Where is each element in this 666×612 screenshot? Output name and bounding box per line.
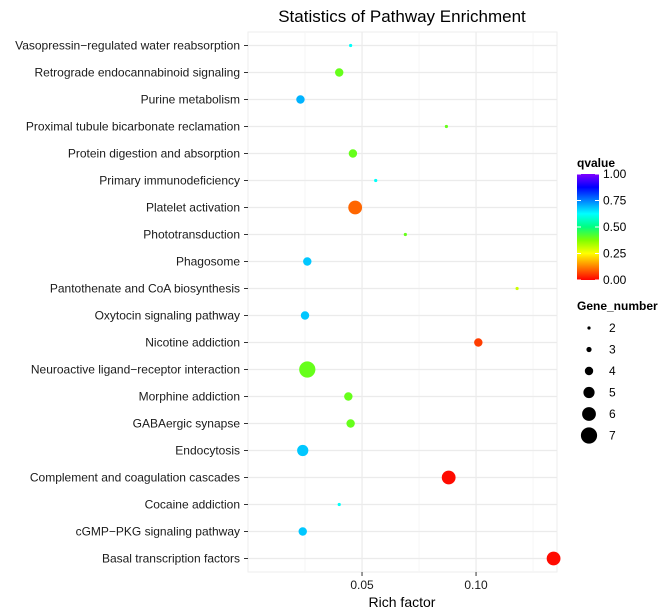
x-axis-title: Rich factor — [369, 594, 436, 610]
y-tick-label: GABAergic synapse — [133, 417, 241, 431]
x-tick-label: 0.10 — [464, 578, 488, 592]
colorbar-tick-label: 0.75 — [603, 194, 627, 208]
y-tick-label: Morphine addiction — [139, 390, 240, 404]
x-tick-label: 0.05 — [350, 578, 374, 592]
data-point — [348, 200, 363, 215]
size-legend-dot — [587, 326, 591, 330]
y-tick-label: Protein digestion and absorption — [68, 147, 240, 161]
data-point — [298, 527, 307, 536]
qvalue-legend-title: qvalue — [577, 156, 615, 170]
data-point — [335, 68, 344, 77]
size-legend-label: 6 — [609, 407, 616, 421]
panel-background — [247, 31, 558, 573]
data-point — [303, 257, 312, 266]
y-tick-label: Platelet activation — [146, 201, 240, 215]
chart-title: Statistics of Pathway Enrichment — [278, 7, 526, 26]
data-point — [337, 502, 341, 507]
colorbar-tick-label: 0.50 — [603, 220, 627, 234]
size-legend-label: 3 — [609, 343, 616, 357]
data-point — [300, 311, 310, 320]
y-tick-label: Nicotine addiction — [145, 336, 240, 350]
y-tick-label: Retrograde endocannabinoid signaling — [35, 66, 241, 80]
y-tick-label: Cocaine addiction — [145, 498, 240, 512]
y-tick-label: cGMP−PKG signaling pathway — [76, 525, 240, 539]
data-point — [515, 286, 519, 291]
y-tick-label: Purine metabolism — [141, 93, 240, 107]
gene-number-legend-title: Gene_number — [577, 299, 658, 313]
y-tick-label: Proximal tubule bicarbonate reclamation — [26, 120, 240, 134]
size-legend-dot — [586, 346, 592, 353]
size-legend-label: 5 — [609, 386, 616, 400]
plot-panel — [247, 31, 561, 573]
y-tick-label: Vasopressin−regulated water reabsorption — [15, 39, 240, 53]
y-tick-label: Basal transcription factors — [102, 552, 240, 566]
data-point — [349, 43, 353, 48]
y-tick-label: Neuroactive ligand−receptor interaction — [31, 363, 240, 377]
y-tick-label: Primary immunodeficiency — [99, 174, 240, 188]
y-tick-label: Oxytocin signaling pathway — [95, 309, 240, 323]
size-legend-dot — [582, 407, 596, 421]
size-legend-label: 2 — [609, 321, 616, 335]
colorbar-tick-label: 0.00 — [603, 273, 627, 287]
y-tick-label: Pantothenate and CoA biosynthesis — [50, 282, 240, 296]
qvalue-legend: qvalue 1.00 0.75 0.50 0.25 0.00 — [577, 156, 627, 287]
qvalue-colorbar — [577, 174, 599, 280]
y-tick-label: Complement and coagulation cascades — [30, 471, 240, 485]
data-point — [546, 551, 561, 566]
gene-number-legend: Gene_number 2 3 4 5 6 7 — [577, 299, 658, 444]
size-legend-dot — [580, 427, 598, 444]
size-legend-label: 7 — [609, 429, 616, 443]
data-point — [297, 444, 309, 457]
data-point — [441, 470, 456, 485]
colorbar-tick-label: 1.00 — [603, 167, 627, 181]
data-point — [344, 392, 353, 401]
size-legend-dot — [584, 366, 594, 376]
x-axis: 0.05 0.10 — [350, 572, 488, 592]
colorbar-tick-label: 0.25 — [603, 247, 627, 261]
y-tick-label: Phagosome — [176, 255, 240, 269]
data-point — [296, 95, 305, 104]
data-point — [299, 361, 316, 378]
data-point — [374, 178, 378, 183]
y-axis-labels: Vasopressin−regulated water reabsorption… — [15, 39, 248, 566]
y-tick-label: Endocytosis — [175, 444, 240, 458]
data-point — [474, 338, 483, 347]
data-point — [346, 419, 355, 428]
data-point — [403, 232, 407, 237]
data-point — [348, 149, 358, 158]
size-legend-label: 4 — [609, 364, 616, 378]
data-point — [444, 124, 448, 129]
size-legend-dot — [583, 386, 595, 399]
y-tick-label: Phototransduction — [143, 228, 240, 242]
